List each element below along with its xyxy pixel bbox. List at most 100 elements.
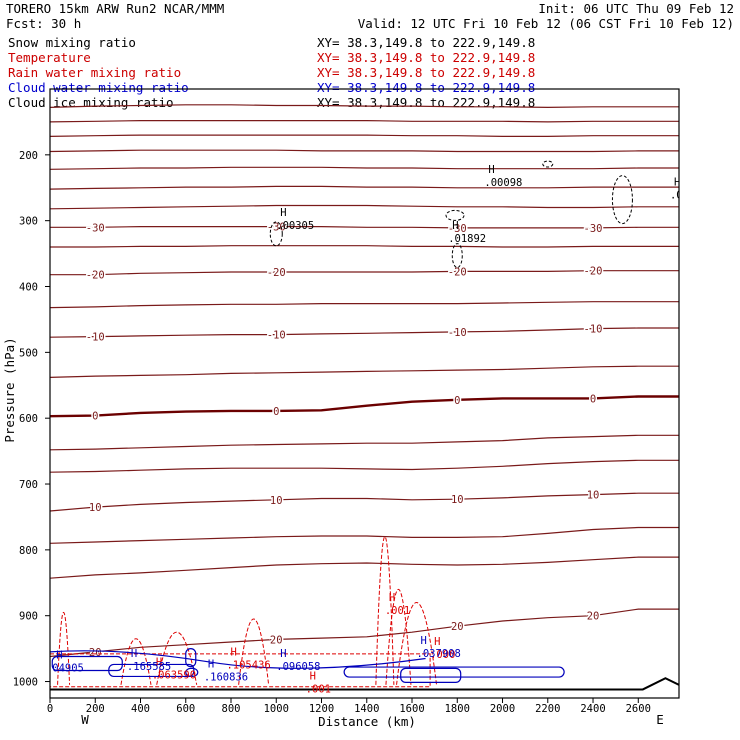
- isotherm-label: 10: [587, 490, 600, 502]
- y-tick-label: 300: [19, 216, 38, 228]
- isotherm-label: -30: [584, 223, 603, 235]
- legend-field-xy: XY= 38.3,149.8 to 222.9,149.8: [317, 35, 535, 50]
- rain-contour: [120, 638, 152, 685]
- maximum-label: .165585: [127, 661, 171, 673]
- x-tick-label: 1600: [399, 703, 424, 715]
- x-tick-label: 1800: [445, 703, 470, 715]
- x-tick-label: 800: [222, 703, 241, 715]
- west-label: W: [81, 712, 89, 727]
- y-axis-title: Pressure (hPa): [2, 337, 17, 442]
- isotherm-label: 0: [454, 395, 460, 407]
- isotherm-label: -20: [584, 266, 603, 278]
- maximum-marker: H: [156, 657, 162, 669]
- isotherm-line: [50, 365, 679, 378]
- field-legend: Snow mixing ratio XY= 38.3,149.8 to 222.9…: [8, 35, 535, 110]
- isotherm-line: [50, 166, 679, 170]
- model-title: TORERO 15km ARW Run2 NCAR/MMM: [6, 1, 224, 16]
- maximum-marker: H: [56, 649, 62, 661]
- isotherm-line: [50, 301, 679, 309]
- legend-field-xy: XY= 38.3,149.8 to 222.9,149.8: [317, 95, 535, 110]
- init-time: Init: 06 UTC Thu 09 Feb 12: [538, 1, 734, 16]
- y-tick-label: 400: [19, 282, 38, 294]
- maximum-marker: H: [131, 648, 137, 660]
- isotherm-label: 0: [273, 406, 279, 418]
- maximum-label: .000: [430, 649, 455, 661]
- forecast-hour: Fcst: 30 h: [6, 16, 81, 31]
- isotherm-label: -30: [86, 222, 105, 234]
- cloud-water-contour: [185, 667, 199, 677]
- legend-field-xy: XY= 38.3,149.8 to 222.9,149.8: [317, 80, 535, 95]
- maximum-label: 04905: [52, 662, 84, 674]
- isotherm-label: -30: [448, 223, 467, 235]
- x-axis-title: Distance (km): [318, 714, 416, 729]
- legend-field-name: Temperature: [8, 50, 91, 65]
- rain-contour: [57, 611, 71, 685]
- isotherm-line: [50, 120, 679, 123]
- ice-contour: [451, 243, 463, 269]
- y-tick-label: 800: [19, 545, 38, 557]
- isotherm-label: 10: [270, 495, 283, 507]
- east-label: E: [656, 712, 664, 727]
- maximum-marker: H: [421, 635, 427, 647]
- y-tick-label: 700: [19, 479, 38, 491]
- maximum-label: .001: [306, 683, 331, 695]
- y-tick-label: 200: [19, 150, 38, 162]
- maximum-marker: H: [674, 177, 680, 189]
- y-tick-label: 500: [19, 347, 38, 359]
- rain-contour: [156, 631, 198, 685]
- ice-contour: [611, 175, 633, 225]
- rain-contour: [385, 588, 412, 685]
- maximum-marker: H: [280, 207, 286, 219]
- maximum-label: .037908: [417, 648, 461, 660]
- isotherm-label: -10: [267, 330, 286, 342]
- isotherm-label: -20: [267, 267, 286, 279]
- x-tick-label: 2000: [490, 703, 515, 715]
- maximum-label: .160836: [204, 672, 248, 684]
- x-tick-label: 2200: [535, 703, 560, 715]
- cloud-water-contour: [400, 667, 462, 683]
- maximum-marker: H: [488, 164, 494, 176]
- x-tick-label: 2400: [580, 703, 605, 715]
- x-tick-label: 600: [176, 703, 195, 715]
- isotherm-line: [50, 395, 679, 418]
- maximum-marker: H: [389, 592, 395, 604]
- maximum-marker: H: [230, 647, 236, 659]
- isotherm-label: 10: [451, 494, 464, 506]
- isotherm-line: [50, 149, 679, 153]
- isotherm-line: [50, 185, 679, 190]
- plot-contents: -30 -30 -30 -30-20 -20 -20 -20-10 -10 -10 -100 00 0…: [50, 104, 702, 695]
- x-tick-label: 1000: [264, 703, 289, 715]
- x-tick-label: 0: [47, 703, 53, 715]
- x-tick-label: 400: [131, 703, 150, 715]
- rain-contour: [238, 618, 270, 685]
- legend-field-name: Cloud water mixing ratio: [8, 80, 189, 95]
- maximum-marker: H: [280, 648, 286, 660]
- ice-contour: [269, 221, 283, 247]
- y-tick-label: 900: [19, 611, 38, 623]
- legend-field-xy: XY= 38.3,149.8 to 222.9,149.8: [317, 50, 535, 65]
- isotherm-label: 0: [590, 393, 596, 405]
- rain-contour: [396, 602, 438, 685]
- isotherm-label: 20: [451, 621, 464, 633]
- legend-field-name: Rain water mixing ratio: [8, 65, 181, 80]
- ice-contour: [542, 160, 554, 168]
- maximum-label: .105436: [226, 660, 270, 672]
- isotherm-line: [50, 226, 679, 229]
- legend-field-xy: XY= 38.3,149.8 to 222.9,149.8: [317, 65, 535, 80]
- maximum-label: .063590: [152, 670, 196, 682]
- rain-contour: [50, 653, 431, 688]
- maximum-label: .0000: [670, 190, 702, 202]
- y-tick-label: 1000: [13, 677, 38, 689]
- maximum-label: .096058: [276, 661, 320, 673]
- x-tick-label: 2600: [626, 703, 651, 715]
- isotherm-line: [50, 526, 679, 544]
- maximum-marker: H: [208, 659, 214, 671]
- isotherm-label: 10: [89, 502, 102, 514]
- isotherm-line: [50, 245, 679, 248]
- legend-field-name: Snow mixing ratio: [8, 35, 136, 50]
- isotherm-line: [50, 134, 679, 137]
- legend-field-name: Cloud ice mixing ratio: [8, 95, 174, 110]
- maximum-marker: H: [434, 636, 440, 648]
- isotherm-label: -10: [86, 332, 105, 344]
